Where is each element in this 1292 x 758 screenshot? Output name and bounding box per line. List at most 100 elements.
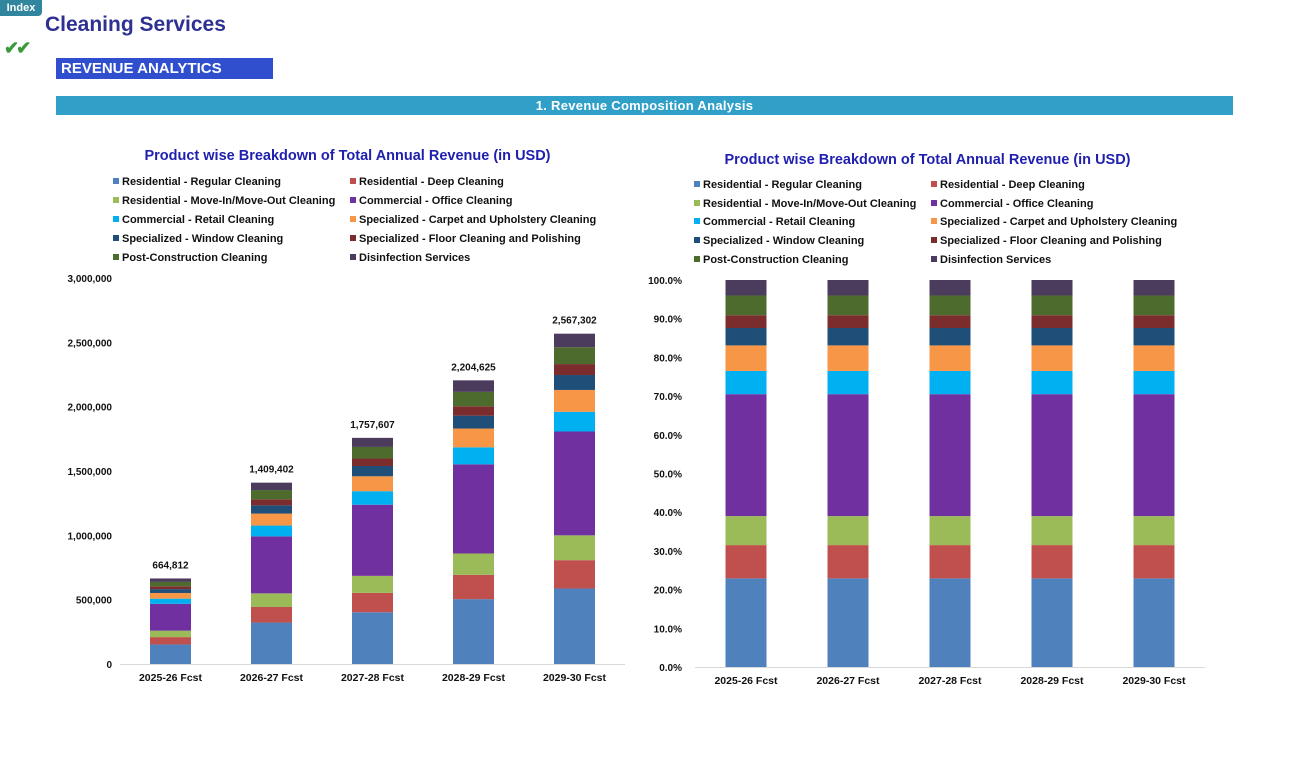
legend-label: Post-Construction Cleaning — [122, 252, 268, 264]
bar-segment — [453, 447, 494, 465]
bar-segment — [554, 560, 595, 589]
bar-segment — [251, 490, 292, 500]
bar-segment — [1031, 516, 1073, 546]
bar-segment — [725, 394, 767, 517]
bar-segment — [453, 391, 494, 407]
legend-label: Commercial - Retail Cleaning — [122, 214, 275, 226]
legend-swatch — [350, 254, 356, 260]
bar-segment — [554, 333, 595, 348]
legend-item: Post-Construction Cleaning — [113, 252, 267, 264]
bar-segment — [554, 431, 595, 536]
bar-segment — [150, 589, 191, 593]
legend-label: Residential - Regular Cleaning — [703, 179, 862, 191]
y-tick-label: 0 — [106, 660, 112, 671]
legend-label: Commercial - Retail Cleaning — [703, 216, 856, 229]
legend-swatch — [350, 216, 356, 222]
bar-segment — [1133, 345, 1175, 371]
data-label: 664,812 — [152, 560, 189, 571]
bar-segment — [453, 380, 494, 392]
legend-item: Specialized - Floor Cleaning and Polishi… — [931, 235, 1162, 247]
legend-swatch — [113, 235, 119, 241]
legend-swatch — [931, 199, 937, 206]
legend-label: Disinfection Services — [940, 253, 1052, 266]
legend-swatch — [694, 181, 700, 187]
bar-segment — [150, 637, 191, 645]
bar-segment — [827, 545, 869, 579]
bar-segment — [554, 364, 595, 376]
x-tick-label: 2027-28 Fcst — [918, 675, 982, 687]
y-tick-label: 100.0% — [648, 276, 682, 287]
legend-item: Commercial - Retail Cleaning — [113, 214, 274, 226]
bar-segment — [1031, 345, 1073, 371]
bar-segment — [251, 622, 292, 664]
legend-item: Residential - Regular Cleaning — [113, 176, 281, 188]
bar-segment — [1031, 578, 1073, 667]
legend-swatch — [694, 199, 700, 206]
x-tick-label: 2029-30 Fcst — [543, 672, 607, 684]
bar-segment — [150, 598, 191, 604]
bar-segment — [352, 491, 393, 505]
legend-label: Disinfection Services — [359, 252, 471, 264]
bar-segment — [725, 345, 767, 371]
x-tick-label: 2028-29 Fcst — [442, 672, 506, 684]
chart2-title: Product wise Breakdown of Total Annual R… — [724, 152, 1131, 168]
section-banner: 1. Revenue Composition Analysis — [56, 96, 1233, 115]
bar-segment — [929, 394, 971, 517]
bar-segment — [929, 578, 971, 667]
bar-segment — [827, 370, 869, 395]
bar-segment — [1031, 370, 1073, 395]
legend-item: Residential - Deep Cleaning — [350, 176, 504, 188]
bar-segment — [453, 406, 494, 416]
legend-swatch — [113, 216, 119, 222]
bar-segment — [827, 315, 869, 328]
bar-segment — [453, 428, 494, 448]
bar-segment — [150, 578, 191, 582]
legend-label: Specialized - Window Cleaning — [122, 233, 284, 245]
bar-segment — [453, 415, 494, 429]
y-tick-label: 1,500,000 — [68, 467, 113, 478]
x-tick-label: 2027-28 Fcst — [341, 672, 405, 684]
legend-swatch — [350, 197, 356, 203]
legend-label: Residential - Deep Cleaning — [359, 176, 504, 188]
bar-segment — [725, 327, 767, 346]
legend-item: Commercial - Retail Cleaning — [694, 216, 855, 228]
bar-segment — [352, 612, 393, 664]
bar-segment — [1133, 516, 1175, 546]
bar-segment — [352, 575, 393, 593]
legend-item: Residential - Deep Cleaning — [931, 179, 1085, 191]
bar-segment — [929, 545, 971, 579]
bar-segment — [929, 315, 971, 328]
bar-segment — [150, 630, 191, 638]
bar-segment — [150, 644, 191, 664]
legend-item: Specialized - Floor Cleaning and Polishi… — [350, 233, 581, 245]
bar-segment — [453, 464, 494, 554]
x-tick-label: 2025-26 Fcst — [714, 675, 778, 687]
bar-segment — [352, 476, 393, 492]
x-tick-label: 2026-27 Fcst — [240, 672, 304, 684]
legend-label: Specialized - Window Cleaning — [703, 235, 865, 248]
legend-item: Residential - Move-In/Move-Out Cleaning — [694, 198, 916, 210]
bar-segment — [1031, 315, 1073, 328]
y-tick-label: 80.0% — [654, 353, 682, 364]
legend-swatch — [931, 237, 937, 244]
y-tick-label: 0.0% — [659, 663, 682, 674]
legend-item: Specialized - Window Cleaning — [694, 235, 864, 247]
data-label: 2,204,625 — [451, 362, 496, 373]
legend-item: Commercial - Office Cleaning — [931, 198, 1093, 210]
bar-segment — [554, 535, 595, 561]
legend-label: Residential - Deep Cleaning — [940, 179, 1085, 191]
legend-label: Residential - Move-In/Move-Out Cleaning — [122, 195, 336, 207]
legend-item: Specialized - Carpet and Upholstery Clea… — [931, 216, 1177, 228]
legend-swatch — [694, 255, 700, 262]
index-button[interactable]: Index — [0, 0, 42, 16]
bar-segment — [352, 504, 393, 576]
chart2-plot: 0.0% 10.0% 20.0% 30.0% 40.0% 50.0% 60.0% 70.0% 8… — [648, 276, 1205, 687]
bar-segment — [554, 411, 595, 432]
bar-segment — [827, 295, 869, 316]
bar-segment — [554, 347, 595, 365]
bar-segment — [1133, 394, 1175, 517]
bar-segment — [725, 545, 767, 579]
bar-segment — [251, 525, 292, 537]
legend-label: Residential - Regular Cleaning — [122, 176, 281, 188]
bar-segment — [1133, 327, 1175, 346]
